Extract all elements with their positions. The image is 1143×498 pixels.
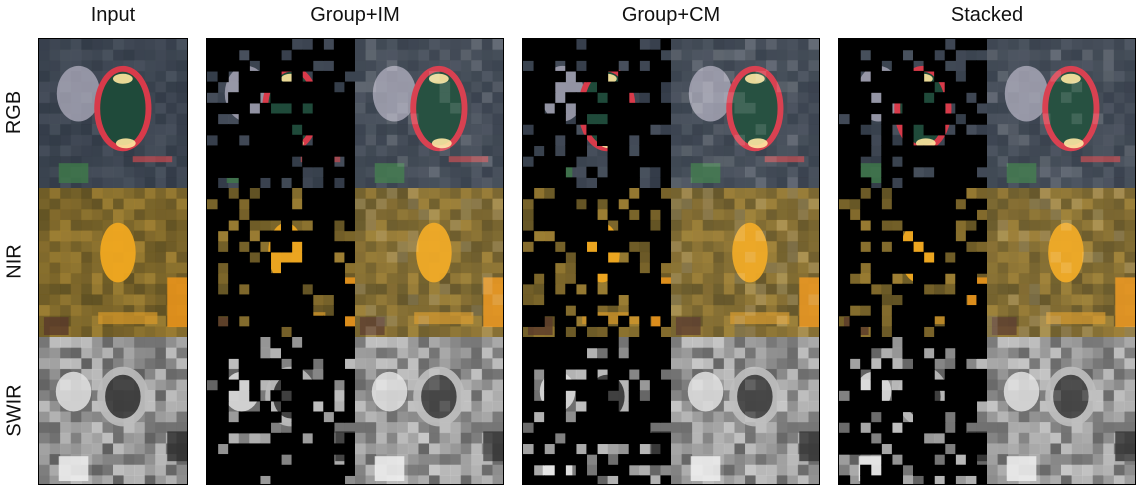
group-cm-rgb-reconstruction-tile: [671, 39, 819, 188]
group-cm-swir-masked-tile: [523, 337, 671, 484]
input-image-panel: [38, 38, 188, 485]
group-cm-swir-reconstruction-tile: [671, 337, 819, 484]
group-cm-rgb-masked-tile: [523, 39, 671, 188]
group-cm-nir-reconstruction-tile: [671, 188, 819, 337]
group-im-swir-masked-tile: [207, 337, 355, 484]
stacked-nir-reconstruction-tile: [987, 188, 1135, 337]
stacked-rgb-reconstruction-tile: [987, 39, 1135, 188]
group-im-rgb-reconstruction-tile: [355, 39, 503, 188]
input-nir-tile: [39, 188, 187, 337]
group-im-swir-reconstruction-tile: [355, 337, 503, 484]
column-title-group-cm: Group+CM: [621, 4, 721, 26]
stacked-swir-reconstruction-tile: [987, 337, 1135, 484]
stacked-rgb-masked-tile: [839, 39, 987, 188]
group-im-image-panel: [206, 38, 504, 485]
stacked-swir-masked-tile: [839, 337, 987, 484]
column-title-input: Input: [90, 4, 136, 26]
row-label-swir: SWIR: [3, 384, 26, 437]
group-im-nir-masked-tile: [207, 188, 355, 337]
stacked-nir-masked-tile: [839, 188, 987, 337]
column-title-stacked: Stacked: [950, 4, 1024, 26]
group-cm-image-panel: [522, 38, 820, 485]
row-label-nir: NIR: [3, 244, 26, 279]
stacked-image-panel: [838, 38, 1136, 485]
group-cm-nir-masked-tile: [523, 188, 671, 337]
column-title-group-im: Group+IM: [310, 4, 400, 26]
input-rgb-tile: [39, 39, 187, 188]
group-im-rgb-masked-tile: [207, 39, 355, 188]
group-im-nir-reconstruction-tile: [355, 188, 503, 337]
row-label-rgb: RGB: [3, 90, 26, 135]
input-swir-tile: [39, 337, 187, 484]
